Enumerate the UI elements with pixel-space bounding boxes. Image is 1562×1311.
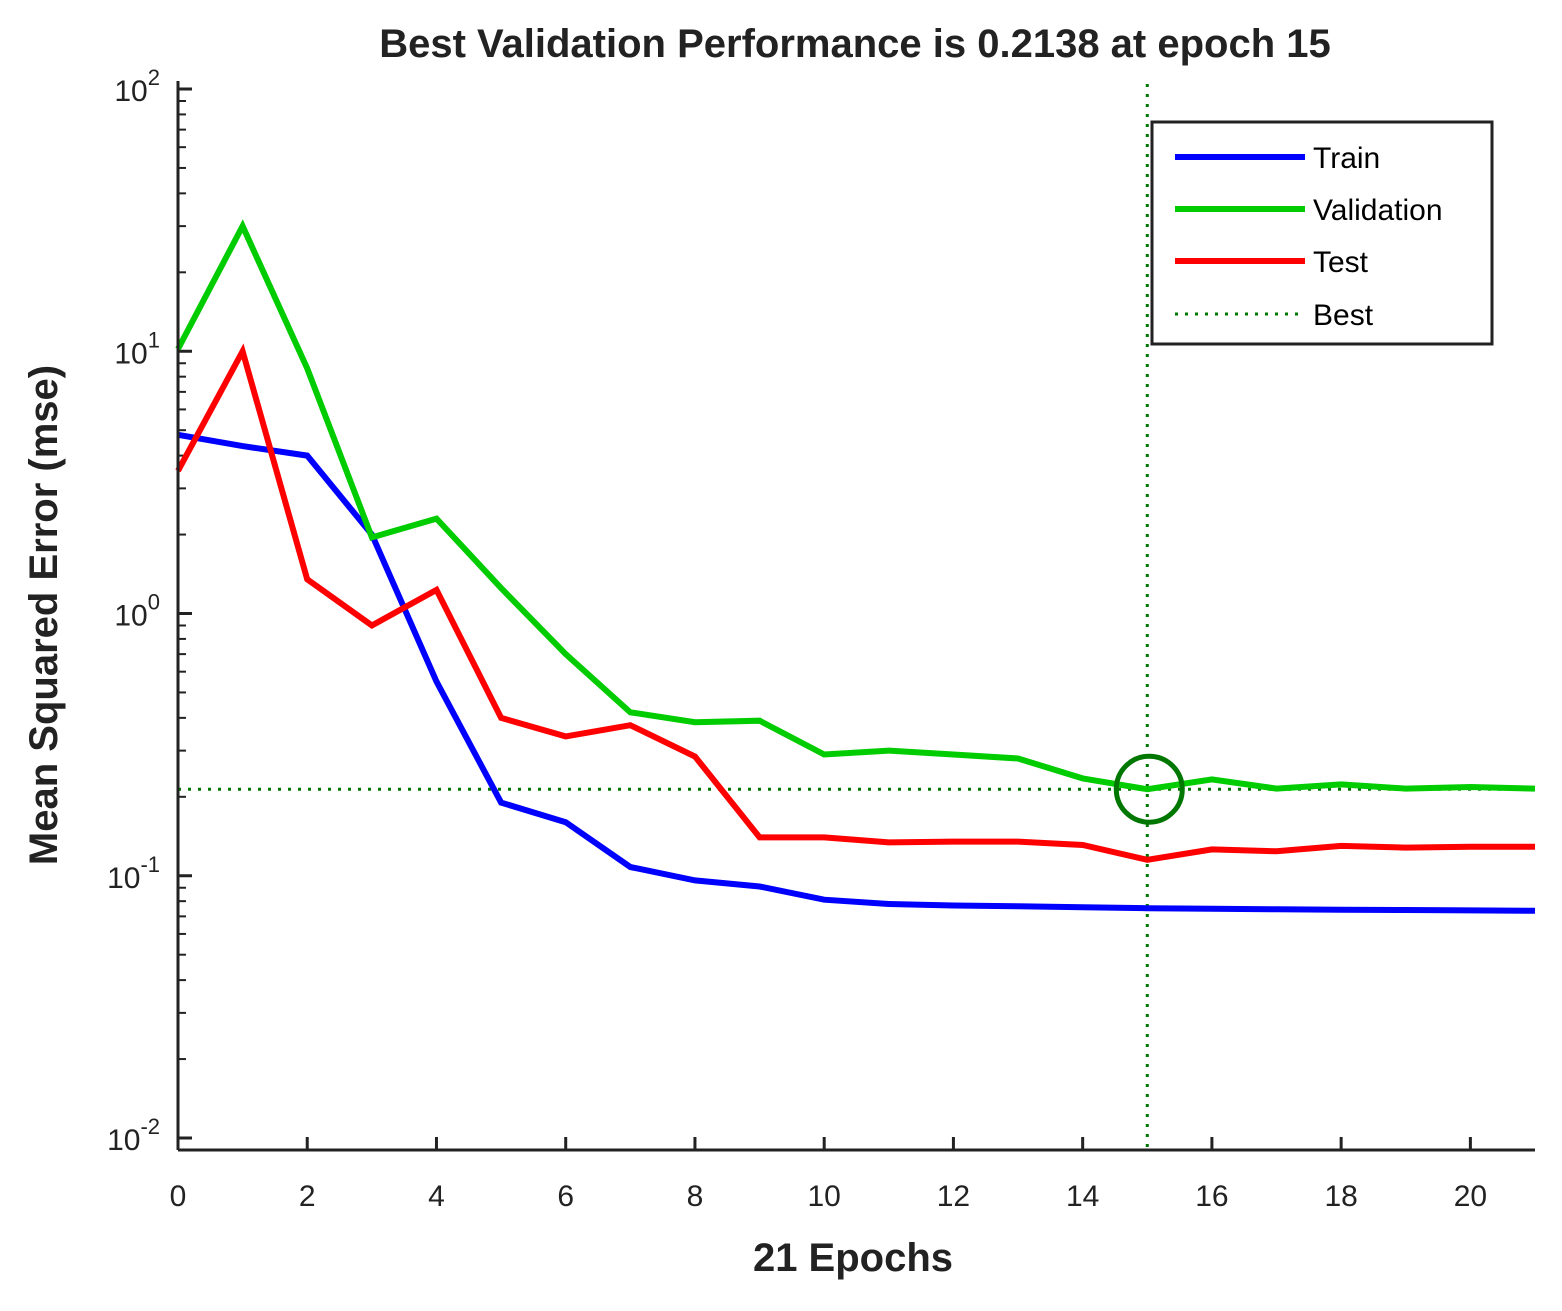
y-tick-base: 10: [114, 600, 147, 633]
x-tick-label: 20: [1454, 1180, 1487, 1213]
series-line-validation: [175, 219, 1536, 793]
y-tick-label: 101: [114, 327, 160, 370]
y-tick-exponent: 1: [148, 327, 160, 352]
legend-label-best: Best: [1313, 299, 1374, 332]
x-tick-label: 16: [1195, 1180, 1228, 1213]
chart-title: Best Validation Performance is 0.2138 at…: [379, 22, 1331, 66]
x-tick-label: 14: [1066, 1180, 1099, 1213]
y-tick-label: 10-2: [107, 1114, 160, 1157]
y-tick-base: 10: [107, 1124, 140, 1157]
x-tick-label: 12: [937, 1180, 970, 1213]
y-tick-label: 100: [114, 590, 160, 633]
best-marker-layer: [1113, 753, 1185, 825]
x-tick-label: 2: [299, 1180, 316, 1213]
x-tick-label: 0: [170, 1180, 187, 1213]
y-tick-exponent: 2: [148, 65, 160, 90]
y-axis-label: Mean Squared Error (mse): [22, 365, 66, 865]
x-axis-label: 21 Epochs: [753, 1236, 953, 1280]
x-tick-label: 4: [428, 1180, 445, 1213]
legend-label-validation: Validation: [1313, 194, 1443, 227]
best-point-marker: [1113, 753, 1185, 825]
x-tick-label: 8: [687, 1180, 704, 1213]
x-tick-label: 18: [1324, 1180, 1357, 1213]
legend-label-test: Test: [1313, 246, 1369, 279]
y-tick-exponent: -1: [140, 852, 160, 877]
y-tick-label: 102: [114, 65, 160, 108]
y-tick-base: 10: [114, 75, 147, 108]
y-tick-label: 10-1: [107, 852, 160, 895]
x-tick-label: 6: [557, 1180, 574, 1213]
y-tick-base: 10: [107, 862, 140, 895]
x-tick-label: 10: [808, 1180, 841, 1213]
legend-label-train: Train: [1313, 142, 1380, 175]
series-line-test: [175, 343, 1535, 863]
legend: Train Validation Test Best: [1150, 120, 1494, 346]
series-lines: [175, 219, 1536, 914]
y-tick-base: 10: [114, 337, 147, 370]
y-tick-exponent: -2: [140, 1114, 160, 1139]
y-tick-exponent: 0: [148, 590, 160, 615]
